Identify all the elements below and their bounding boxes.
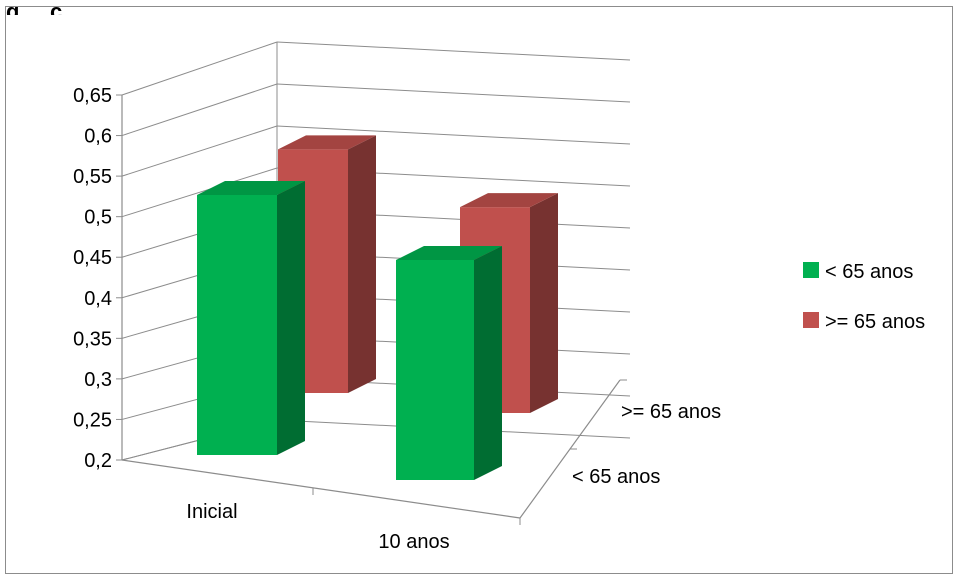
gridline-back <box>276 41 631 61</box>
legend-swatch <box>803 312 819 328</box>
y-tick-label: 0,6 <box>84 126 112 148</box>
gridline-side <box>121 41 278 96</box>
legend-label: >= 65 anos <box>825 311 925 333</box>
y-tick-label: 0,35 <box>73 328 112 350</box>
bar-top-face <box>396 246 502 260</box>
bar-front-face <box>396 260 474 480</box>
gridline-side <box>121 167 278 218</box>
y-tick-label: 0,3 <box>84 369 112 391</box>
title-fragment: g ... ç <box>6 0 63 24</box>
bar-top-face <box>197 181 305 195</box>
legend-swatch <box>803 262 819 278</box>
depth-tick-label: >= 65 anos <box>621 401 721 423</box>
y-tick-label: 0,45 <box>73 247 112 269</box>
gridline-back <box>276 125 631 145</box>
gridline-side <box>121 125 278 177</box>
y-tick-label: 0,5 <box>84 207 112 229</box>
y-tick-label: 0,4 <box>84 288 112 310</box>
tick-labels: 0,65 0,6 0,55 0,5 0,45 0,4 0,35 0,3 0,25 0,2 Inici… <box>73 85 721 553</box>
bar-side-face <box>474 246 502 480</box>
x-tick-label: Inicial <box>186 501 237 523</box>
bar-side-face <box>530 193 558 413</box>
bar <box>197 181 305 455</box>
depth-tick-label: < 65 anos <box>572 466 660 488</box>
x-tick-label: 10 anos <box>378 531 449 553</box>
x-axis <box>121 459 521 519</box>
y-tick-label: 0,65 <box>73 85 112 107</box>
y-tick-label: 0,2 <box>84 450 112 472</box>
legend-label: < 65 anos <box>825 261 913 283</box>
gridline-side <box>121 83 278 137</box>
bar-side-face <box>348 135 376 393</box>
legend: < 65 anos >= 65 anos <box>803 261 925 333</box>
bars <box>197 135 558 480</box>
y-tick-label: 0,55 <box>73 166 112 188</box>
bar-front-face <box>197 195 277 455</box>
gridline-back <box>276 83 631 103</box>
bar-top-face <box>278 135 376 150</box>
bar-top-face <box>460 193 558 208</box>
bar-side-face <box>277 181 305 455</box>
bar <box>396 246 502 480</box>
y-tick-label: 0,25 <box>73 409 112 431</box>
